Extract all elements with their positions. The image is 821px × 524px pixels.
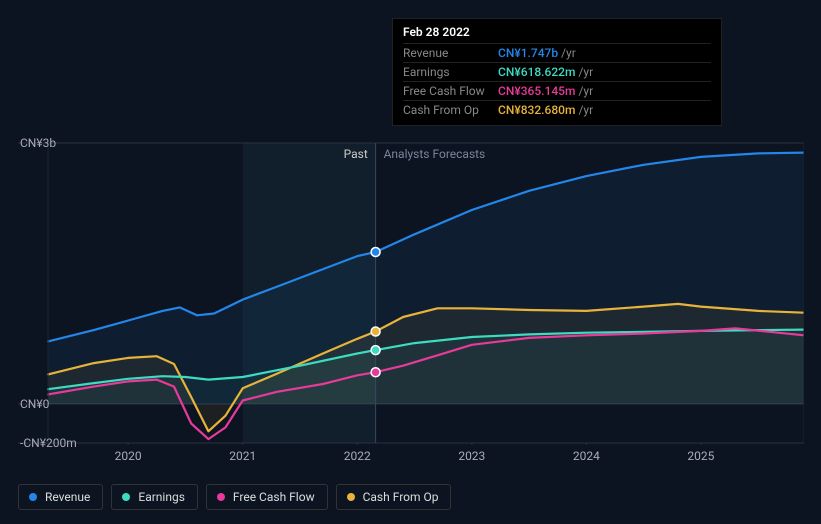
x-axis-label: 2023 — [458, 449, 485, 463]
legend-item-free-cash-flow[interactable]: Free Cash Flow — [206, 484, 328, 510]
legend-label: Revenue — [45, 490, 90, 504]
tooltip-row-label: Cash From Op — [403, 103, 498, 117]
chart-tooltip: Feb 28 2022 RevenueCN¥1.747b/yrEarningsC… — [392, 18, 722, 126]
tooltip-row: Cash From OpCN¥832.680m/yr — [403, 100, 711, 119]
past-region-label: Past — [344, 147, 368, 161]
y-axis-label: CN¥0 — [20, 397, 62, 411]
legend-item-cash-from-op[interactable]: Cash From Op — [336, 484, 452, 510]
tooltip-row-value: CN¥365.145m — [498, 84, 575, 98]
legend-dot-icon — [29, 493, 37, 501]
tooltip-row-label: Earnings — [403, 65, 498, 79]
y-axis-label: CN¥3b — [20, 136, 62, 150]
legend-dot-icon — [217, 493, 225, 501]
tooltip-row-value: CN¥618.622m — [498, 65, 575, 79]
tooltip-row-value: CN¥1.747b — [498, 46, 558, 60]
legend-label: Cash From Op — [363, 490, 439, 504]
tooltip-date: Feb 28 2022 — [403, 25, 711, 43]
legend-item-earnings[interactable]: Earnings — [111, 484, 198, 510]
tooltip-row-label: Revenue — [403, 46, 498, 60]
legend-dot-icon — [347, 493, 355, 501]
legend-label: Earnings — [138, 490, 185, 504]
tooltip-row-unit: /yr — [578, 103, 593, 117]
tooltip-row: Free Cash FlowCN¥365.145m/yr — [403, 81, 711, 100]
tooltip-row: EarningsCN¥618.622m/yr — [403, 62, 711, 81]
chart-canvas — [18, 125, 804, 445]
legend-dot-icon — [122, 493, 130, 501]
x-axis-label: 2022 — [344, 449, 371, 463]
tooltip-row-unit: /yr — [578, 65, 593, 79]
x-axis-label: 2025 — [687, 449, 714, 463]
x-axis-label: 2020 — [115, 449, 142, 463]
x-axis-label: 2024 — [573, 449, 600, 463]
tooltip-row: RevenueCN¥1.747b/yr — [403, 43, 711, 62]
y-axis-label: -CN¥200m — [20, 436, 62, 450]
x-axis-label: 2021 — [229, 449, 256, 463]
financial-chart[interactable]: CN¥3bCN¥0-CN¥200m20202021202220232024202… — [18, 125, 804, 445]
legend-item-revenue[interactable]: Revenue — [18, 484, 103, 510]
tooltip-row-label: Free Cash Flow — [403, 84, 498, 98]
forecast-region-label: Analysts Forecasts — [384, 147, 486, 161]
tooltip-row-unit: /yr — [561, 46, 576, 60]
tooltip-row-unit: /yr — [578, 84, 593, 98]
tooltip-row-value: CN¥832.680m — [498, 103, 575, 117]
chart-legend: Revenue Earnings Free Cash Flow Cash From O… — [18, 484, 451, 510]
legend-label: Free Cash Flow — [233, 490, 315, 504]
